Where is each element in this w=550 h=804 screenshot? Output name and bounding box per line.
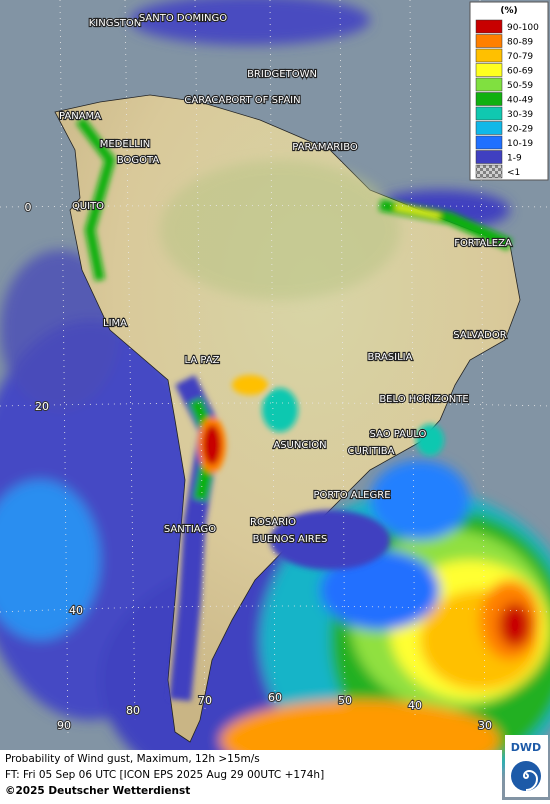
city-label: BUENOS AIRES xyxy=(253,534,328,545)
city-label: QUITO xyxy=(72,201,104,212)
city-label: BRIDGETOWN xyxy=(247,69,317,80)
longitude-label: 50 xyxy=(338,694,352,707)
city-label: PORT OF SPAIN xyxy=(225,95,300,106)
longitude-label: 80 xyxy=(126,704,140,717)
city-label: SALVADOR xyxy=(453,330,506,341)
city-label: SANTO DOMINGO xyxy=(139,13,227,24)
legend-label: 20-29 xyxy=(507,125,533,135)
logo-emblem xyxy=(511,761,541,791)
land-probability xyxy=(76,117,513,702)
city-label: PANAMA xyxy=(59,111,101,122)
legend: (%) 90-100 80-89 70-79 60-69 50-59 40-49 30-39… xyxy=(469,1,549,181)
longitude-label: 60 xyxy=(268,691,282,704)
city-label: MEDELLIN xyxy=(100,139,151,150)
city-label: SANTIAGO xyxy=(164,524,216,535)
city-label: BOGOTA xyxy=(117,155,160,166)
amazon xyxy=(160,160,400,300)
city-label: BRASILIA xyxy=(368,352,413,363)
legend-label: <1 xyxy=(507,168,520,178)
legend-swatch xyxy=(475,48,503,63)
city-label: SAO PAULO xyxy=(370,429,427,440)
city-label: LIMA xyxy=(103,318,127,329)
legend-label: 70-79 xyxy=(507,52,533,62)
legend-title: (%) xyxy=(500,6,517,16)
legend-label: 30-39 xyxy=(507,110,533,120)
longitude-label: 90 xyxy=(57,719,71,732)
longitude-label: 30 xyxy=(478,719,492,732)
legend-swatch xyxy=(475,164,503,179)
latitude-label: 20 xyxy=(35,400,49,413)
city-label: CURITIBA xyxy=(348,446,395,457)
legend-swatch xyxy=(475,150,503,164)
longitude-label: 70 xyxy=(198,694,212,707)
footer-line: FT: Fri 05 Sep 06 UTC [ICON EPS 2025 Aug… xyxy=(5,769,324,781)
legend-label: 60-69 xyxy=(507,67,533,77)
city-label: PORTO ALEGRE xyxy=(313,490,390,501)
legend-label: 90-100 xyxy=(507,23,539,33)
footer-line: Probability of Wind gust, Maximum, 12h >… xyxy=(5,753,260,765)
legend-label: 50-59 xyxy=(507,81,533,91)
legend-swatch xyxy=(475,106,503,121)
city-label: BELO HORIZONTE xyxy=(379,394,468,405)
logo-swirl xyxy=(522,769,539,791)
city-label: KINGSTON xyxy=(89,18,142,29)
legend-swatch xyxy=(475,121,503,135)
legend-swatch xyxy=(475,19,503,34)
logo-text: DWD xyxy=(511,741,541,754)
city-label: CARACAS xyxy=(184,95,231,106)
city-label: ROSARIO xyxy=(250,517,296,528)
footer-copyright: ©2025 Deutscher Wetterdienst xyxy=(5,785,190,797)
legend-swatch xyxy=(475,92,503,106)
city-label: FORTALEZA xyxy=(454,238,512,249)
city-label: ASUNCION xyxy=(273,440,326,451)
graticule-labels: 0 20 40 90 80 70 60 50 40 30 xyxy=(24,200,494,733)
legend-swatch xyxy=(475,135,503,150)
city-label: PARAMARIBO xyxy=(292,142,358,153)
legend-label: 10-19 xyxy=(507,139,533,149)
latitude-label: 40 xyxy=(69,604,83,617)
legend-label: 80-89 xyxy=(507,38,533,48)
legend-label: 1-9 xyxy=(507,154,522,164)
latitude-label: 0 xyxy=(25,201,32,214)
legend-label: 40-49 xyxy=(507,96,533,106)
longitude-label: 40 xyxy=(408,699,422,712)
footer-box xyxy=(0,750,502,800)
graticule xyxy=(0,0,550,736)
legend-swatch xyxy=(475,77,503,92)
legend-swatch xyxy=(475,34,503,48)
legend-swatch xyxy=(475,63,503,77)
city-label: LA PAZ xyxy=(185,355,220,366)
city-labels: KINGSTON SANTO DOMINGO BRIDGETOWN CARACA… xyxy=(58,12,513,546)
